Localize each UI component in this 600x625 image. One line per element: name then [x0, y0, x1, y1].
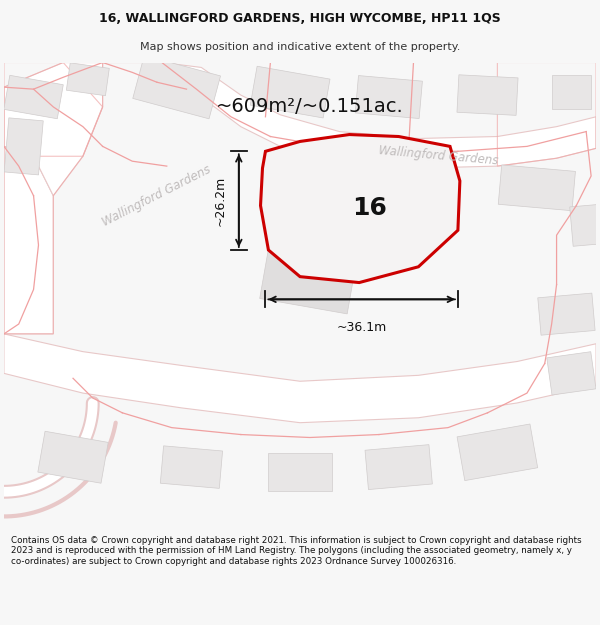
Polygon shape [4, 334, 596, 422]
Polygon shape [570, 204, 600, 246]
Polygon shape [365, 444, 433, 489]
Polygon shape [268, 453, 332, 491]
Polygon shape [38, 431, 108, 483]
Polygon shape [547, 352, 596, 395]
Polygon shape [457, 75, 518, 116]
Text: Wallingford Gardens: Wallingford Gardens [100, 162, 214, 229]
Polygon shape [250, 66, 330, 118]
Polygon shape [133, 56, 221, 119]
Text: 16: 16 [352, 196, 387, 219]
Polygon shape [160, 446, 223, 488]
Polygon shape [4, 62, 103, 196]
Text: ~609m²/~0.151ac.: ~609m²/~0.151ac. [216, 98, 404, 116]
Polygon shape [260, 134, 460, 282]
Polygon shape [538, 293, 595, 335]
Text: ~36.1m: ~36.1m [337, 321, 387, 334]
Text: ~26.2m: ~26.2m [214, 176, 227, 226]
Polygon shape [457, 424, 538, 481]
Polygon shape [4, 76, 63, 119]
Text: Contains OS data © Crown copyright and database right 2021. This information is : Contains OS data © Crown copyright and d… [11, 536, 581, 566]
Text: Map shows position and indicative extent of the property.: Map shows position and indicative extent… [140, 42, 460, 52]
Polygon shape [260, 226, 360, 314]
Polygon shape [498, 165, 575, 211]
Polygon shape [67, 63, 109, 96]
Polygon shape [551, 75, 591, 109]
Polygon shape [4, 118, 43, 175]
Polygon shape [103, 62, 596, 168]
Polygon shape [355, 76, 422, 119]
Text: Wallingford Gardens: Wallingford Gardens [378, 144, 499, 168]
Text: 16, WALLINGFORD GARDENS, HIGH WYCOMBE, HP11 1QS: 16, WALLINGFORD GARDENS, HIGH WYCOMBE, H… [99, 12, 501, 26]
Polygon shape [4, 146, 53, 334]
